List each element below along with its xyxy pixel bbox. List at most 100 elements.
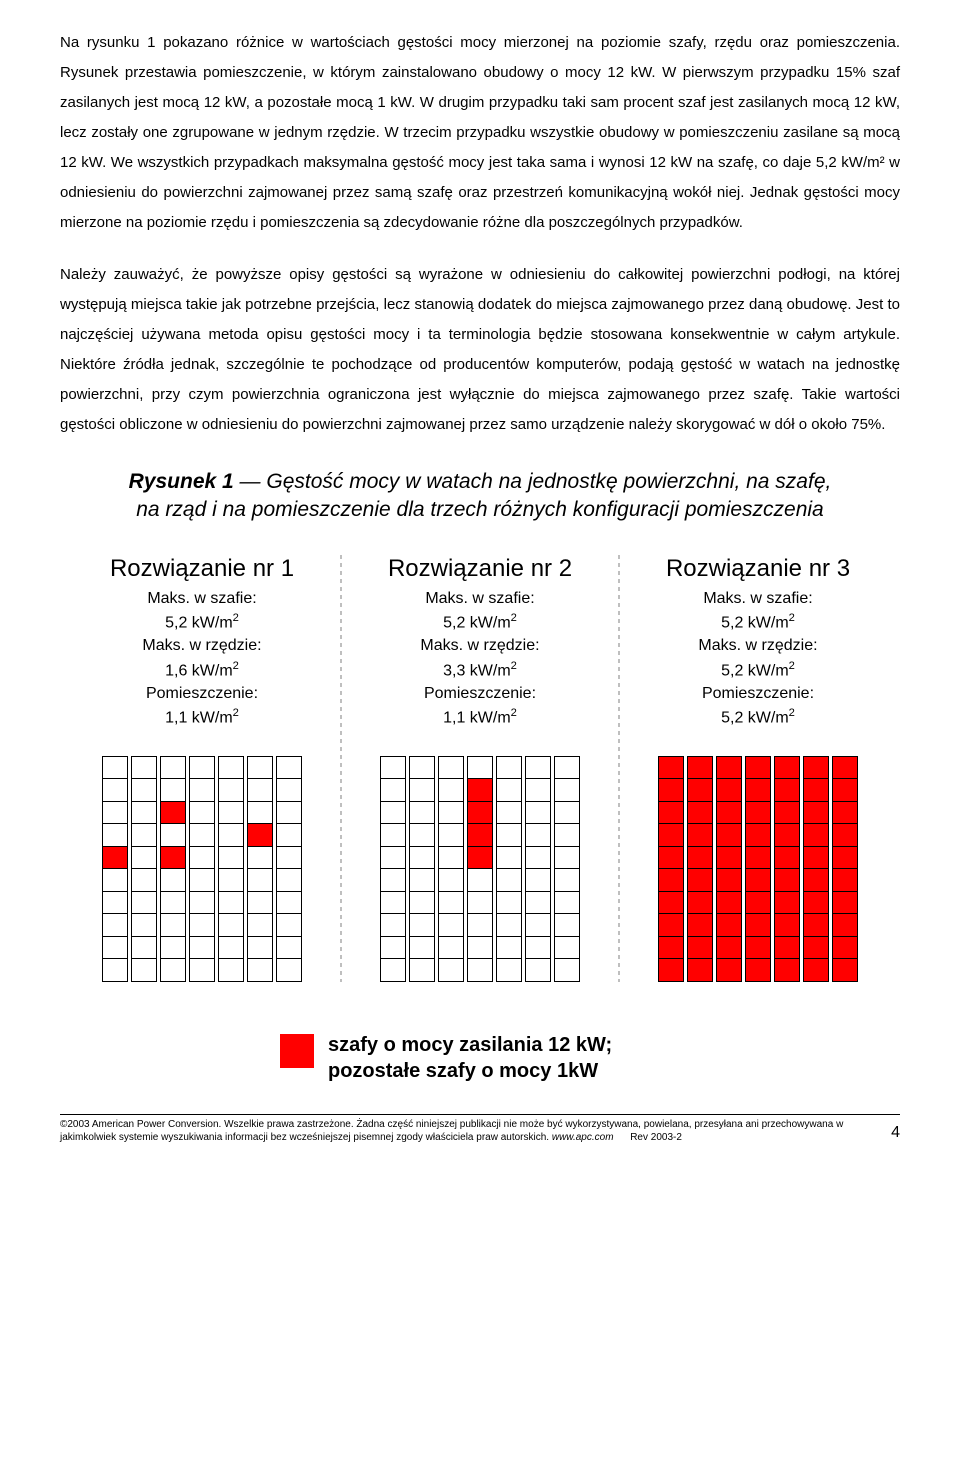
rack-cell-cold bbox=[247, 868, 273, 892]
rack-cell-cold bbox=[525, 868, 551, 892]
solution-metric-line: Pomieszczenie: bbox=[348, 682, 612, 705]
rack-cell-cold bbox=[525, 891, 551, 915]
rack-cell-cold bbox=[380, 958, 406, 982]
legend-swatch bbox=[280, 1034, 314, 1068]
rack-cell-hot bbox=[803, 846, 829, 870]
rack-cell-cold bbox=[409, 778, 435, 802]
rack-column bbox=[803, 756, 829, 983]
rack-cell-cold bbox=[131, 891, 157, 915]
rack-column bbox=[189, 756, 215, 983]
rack-cell-cold bbox=[438, 958, 464, 982]
rack-cell-cold bbox=[131, 958, 157, 982]
rack-cell-cold bbox=[189, 801, 215, 825]
rack-cell-cold bbox=[496, 756, 522, 780]
rack-cell-cold bbox=[189, 891, 215, 915]
paragraph-1: Na rysunku 1 pokazano różnice w wartości… bbox=[60, 28, 900, 238]
solution-metric-line: 5,2 kW/m2 bbox=[626, 658, 890, 683]
rack-cell-hot bbox=[658, 958, 684, 982]
rack-cell-cold bbox=[160, 958, 186, 982]
solution-title: Rozwiązanie nr 3 bbox=[626, 555, 890, 583]
rack-cell-cold bbox=[496, 913, 522, 937]
rack-cell-cold bbox=[218, 913, 244, 937]
rack-cell-cold bbox=[276, 801, 302, 825]
rack-cell-cold bbox=[160, 913, 186, 937]
rack-column bbox=[687, 756, 713, 983]
figure-label: Rysunek 1 bbox=[129, 470, 234, 493]
rack-cell-cold bbox=[467, 936, 493, 960]
rack-cell-hot bbox=[832, 891, 858, 915]
rack-cell-cold bbox=[189, 868, 215, 892]
rack-cell-cold bbox=[380, 756, 406, 780]
racks-row bbox=[70, 756, 334, 983]
rack-cell-cold bbox=[131, 913, 157, 937]
rack-cell-hot bbox=[745, 756, 771, 780]
rack-cell-cold bbox=[438, 823, 464, 847]
figure-title: Rysunek 1 — Gęstość mocy w watach na jed… bbox=[120, 468, 840, 525]
rack-cell-cold bbox=[554, 958, 580, 982]
rack-cell-cold bbox=[554, 936, 580, 960]
rack-cell-cold bbox=[525, 801, 551, 825]
rack-column bbox=[380, 756, 406, 983]
rack-cell-cold bbox=[131, 868, 157, 892]
rack-cell-cold bbox=[102, 868, 128, 892]
rack-cell-hot bbox=[467, 778, 493, 802]
rack-cell-cold bbox=[131, 823, 157, 847]
solutions-row: Rozwiązanie nr 1Maks. w szafie:5,2 kW/m2… bbox=[70, 555, 890, 983]
rack-cell-hot bbox=[774, 823, 800, 847]
rack-cell-cold bbox=[525, 823, 551, 847]
rack-cell-cold bbox=[496, 868, 522, 892]
rack-column bbox=[438, 756, 464, 983]
solution-metric-line: Pomieszczenie: bbox=[626, 682, 890, 705]
rack-cell-hot bbox=[803, 823, 829, 847]
rack-cell-hot bbox=[716, 891, 742, 915]
rack-cell-hot bbox=[832, 868, 858, 892]
rack-cell-cold bbox=[496, 846, 522, 870]
rack-cell-hot bbox=[658, 823, 684, 847]
rack-cell-cold bbox=[160, 778, 186, 802]
rack-cell-cold bbox=[438, 778, 464, 802]
rack-column bbox=[716, 756, 742, 983]
rack-cell-hot bbox=[745, 846, 771, 870]
solution-metric-line: 3,3 kW/m2 bbox=[348, 658, 612, 683]
rack-cell-cold bbox=[189, 778, 215, 802]
rack-column bbox=[774, 756, 800, 983]
rack-cell-hot bbox=[832, 823, 858, 847]
rack-cell-hot bbox=[774, 958, 800, 982]
rack-cell-hot bbox=[658, 891, 684, 915]
solution-metric-line: Pomieszczenie: bbox=[70, 682, 334, 705]
solution-metric-line: 1,1 kW/m2 bbox=[348, 705, 612, 730]
solution-metric-line: Maks. w szafie: bbox=[348, 587, 612, 610]
rack-cell-cold bbox=[467, 958, 493, 982]
rack-cell-hot bbox=[658, 936, 684, 960]
racks-row bbox=[348, 756, 612, 983]
rack-cell-hot bbox=[716, 936, 742, 960]
rack-cell-hot bbox=[658, 801, 684, 825]
rack-cell-hot bbox=[658, 756, 684, 780]
rack-cell-cold bbox=[218, 936, 244, 960]
rack-cell-hot bbox=[160, 846, 186, 870]
rack-cell-cold bbox=[496, 936, 522, 960]
rack-cell-cold bbox=[496, 891, 522, 915]
rack-cell-hot bbox=[716, 868, 742, 892]
solution-metric-line: Maks. w szafie: bbox=[70, 587, 334, 610]
legend-text: szafy o mocy zasilania 12 kW; pozostałe … bbox=[328, 1032, 612, 1084]
rack-cell-hot bbox=[774, 756, 800, 780]
rack-cell-cold bbox=[276, 868, 302, 892]
rack-cell-hot bbox=[658, 778, 684, 802]
rack-cell-cold bbox=[189, 756, 215, 780]
rack-cell-cold bbox=[380, 801, 406, 825]
rack-cell-cold bbox=[102, 958, 128, 982]
rack-cell-cold bbox=[189, 958, 215, 982]
rack-cell-hot bbox=[774, 801, 800, 825]
solution-3: Rozwiązanie nr 3Maks. w szafie:5,2 kW/m2… bbox=[626, 555, 890, 983]
rack-cell-cold bbox=[160, 891, 186, 915]
rack-cell-hot bbox=[716, 778, 742, 802]
rack-cell-hot bbox=[745, 913, 771, 937]
footer-page: 4 bbox=[891, 1123, 900, 1145]
rack-cell-cold bbox=[276, 756, 302, 780]
solution-metric-line: 1,1 kW/m2 bbox=[70, 705, 334, 730]
solution-title: Rozwiązanie nr 2 bbox=[348, 555, 612, 583]
rack-cell-hot bbox=[687, 958, 713, 982]
solution-metric-line: Maks. w rzędzie: bbox=[626, 634, 890, 657]
rack-column bbox=[525, 756, 551, 983]
